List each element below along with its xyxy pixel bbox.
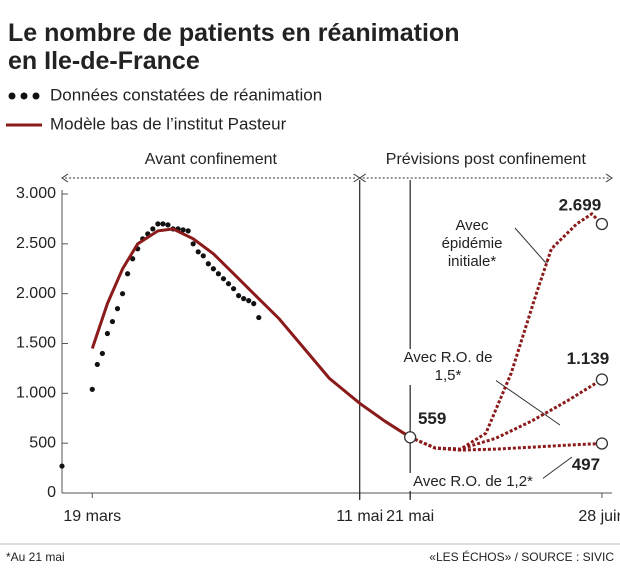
period-label: Avant confinement [145,151,278,168]
scenario-label: Avec R.O. de 1,5* [400,349,496,385]
x-tick-label: 28 juin [578,508,620,525]
end-marker [404,431,417,444]
data-dot [160,221,166,227]
scenario-label: Avec R.O. de 1,2* [403,473,543,491]
y-tick-label: 0 [47,484,56,501]
data-dot [246,298,252,304]
x-tick-label: 19 mars [63,508,121,525]
data-dot [256,314,262,321]
data-dot [165,222,171,228]
value-label: 497 [572,455,600,474]
data-dot [89,386,95,392]
leader-line [487,374,561,426]
y-tick-label: 3.000 [16,185,56,202]
value-label: 2.699 [559,195,602,214]
y-tick-label: 1.500 [16,335,56,352]
legend-dot [8,92,16,100]
arrow-head [358,173,613,183]
data-dot [99,350,105,357]
data-dot [124,271,131,277]
data-dot [200,253,206,259]
data-dot [114,306,121,312]
data-dot [155,221,161,227]
data-dot [225,281,232,287]
data-dot [109,318,116,325]
scenario-label: Avec épidémie initiale* [430,217,514,271]
data-dot [94,361,100,368]
x-tick-label: 21 mai [386,508,434,525]
data-dot [195,249,201,255]
y-tick-label: 1.000 [16,385,56,402]
legend-dot [32,92,40,100]
x-tick-label: 11 mai [336,508,383,525]
data-dot [205,261,211,267]
end-marker [595,217,609,231]
leader-line [514,227,548,263]
data-dot [180,227,186,233]
legend-label: Données constatées de réanimation [50,85,322,104]
data-dot [190,241,196,247]
source: «LES ÉCHOS» / SOURCE : SIVIC [429,549,614,564]
data-dot [59,463,65,469]
y-tick-label: 500 [29,434,56,451]
data-dot [150,226,156,232]
data-dot [215,271,222,277]
data-dot [220,276,227,282]
data-dot [104,330,111,337]
data-dot [130,256,136,262]
end-marker [595,373,609,386]
value-label: 1.139 [567,349,610,368]
legend-dot [20,92,28,100]
y-tick-label: 2.000 [16,285,56,302]
legend-label: Modèle bas de l’institut Pasteur [50,114,287,133]
data-dot [251,301,257,307]
end-marker [595,437,609,450]
leader-line [537,456,573,483]
period-label: Prévisions post confinement [386,151,587,168]
value-label: 559 [418,409,446,428]
data-dot [230,286,237,292]
data-dot [185,228,191,234]
series-line [90,227,412,439]
chart-title: Le nombre de patients en réanimation en I… [8,19,459,75]
series-line [409,435,602,452]
footnote: *Au 21 mai [6,550,65,564]
y-tick-label: 2.500 [16,235,56,252]
data-dot [210,266,216,272]
data-dot [119,291,126,297]
data-dot [241,296,247,302]
data-dot [236,293,242,299]
